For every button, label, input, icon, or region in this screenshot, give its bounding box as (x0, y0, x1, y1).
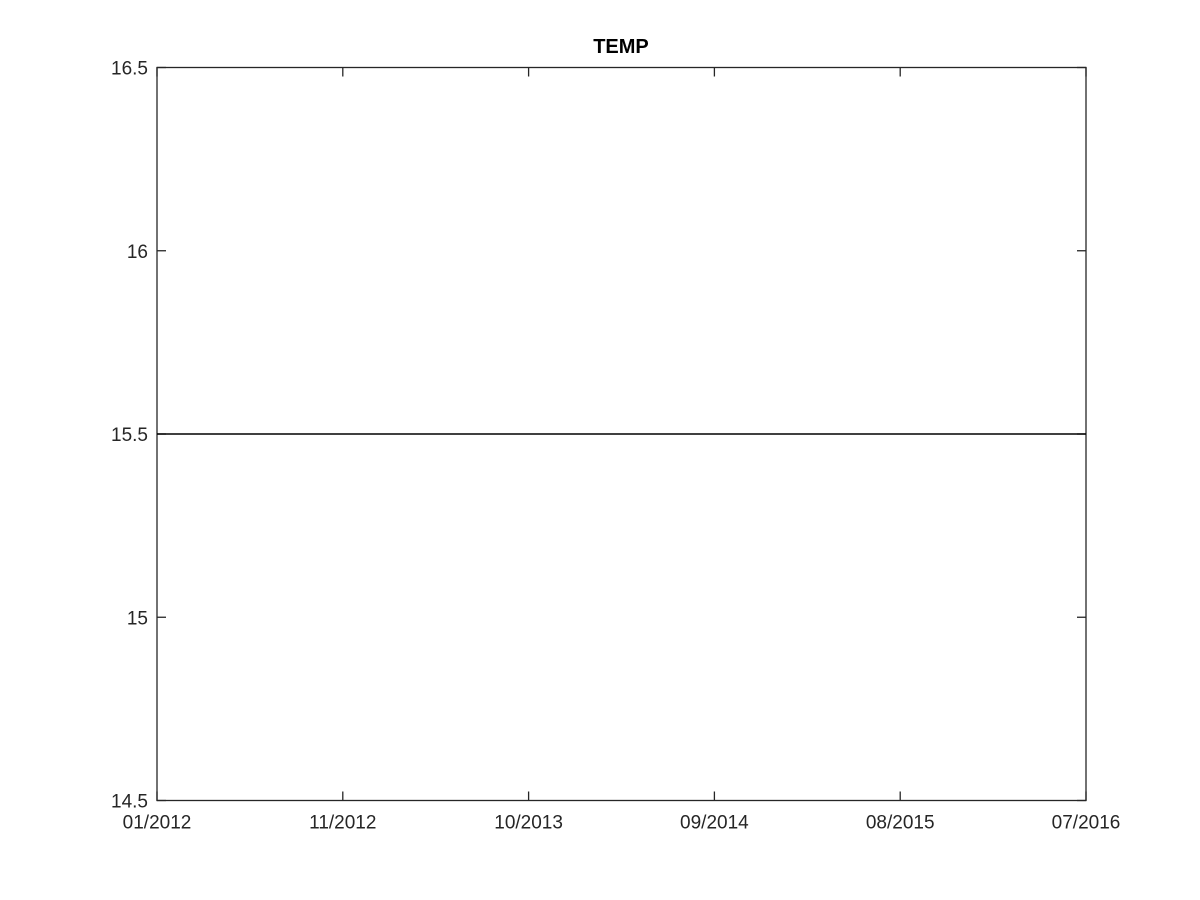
x-tick-label: 10/2013 (494, 813, 563, 834)
x-axis-ticks: 01/2012 11/2012 10/2013 09/2014 08/2015 07/20… (123, 67, 1121, 834)
y-tick-label: 16.5 (111, 59, 148, 80)
y-tick-label: 16 (127, 242, 148, 263)
y-tick-label: 15.5 (111, 425, 148, 446)
x-tick-label: 11/2012 (309, 813, 376, 834)
chart-title: TEMP (593, 36, 649, 58)
y-axis-ticks: 14.5 15 15.5 16 16.5 (111, 59, 1086, 813)
x-tick-label: 09/2014 (680, 813, 749, 834)
x-tick-label: 01/2012 (123, 813, 192, 834)
x-tick-label: 08/2015 (866, 813, 935, 834)
x-tick-label: 07/2016 (1052, 813, 1121, 834)
y-tick-label: 14.5 (111, 792, 148, 813)
y-tick-label: 15 (127, 608, 148, 629)
